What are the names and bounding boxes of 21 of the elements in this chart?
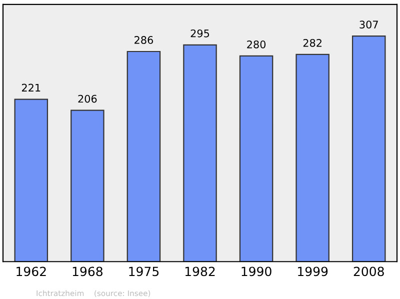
x-tick-label: 1962 bbox=[16, 266, 46, 276]
bar bbox=[352, 36, 386, 262]
x-tick-label: 2008 bbox=[354, 266, 384, 276]
x-tick-label: 1975 bbox=[129, 266, 159, 276]
bar bbox=[239, 55, 274, 262]
data-label: 221 bbox=[22, 84, 40, 92]
x-tick-label: 1999 bbox=[298, 266, 328, 276]
data-label: 295 bbox=[190, 29, 210, 38]
x-tick-label: 1982 bbox=[185, 266, 215, 276]
bar bbox=[70, 110, 104, 262]
bar bbox=[183, 44, 217, 262]
x-tick-label: 1990 bbox=[242, 266, 272, 276]
data-label: 280 bbox=[247, 40, 266, 48]
x-tick-label: 1968 bbox=[72, 266, 102, 276]
bar bbox=[126, 50, 161, 262]
data-label: 206 bbox=[78, 94, 97, 103]
data-label: 282 bbox=[303, 38, 322, 47]
data-label: 307 bbox=[360, 20, 378, 29]
data-label: 286 bbox=[134, 36, 153, 44]
bar bbox=[296, 54, 330, 262]
bar bbox=[14, 98, 48, 262]
